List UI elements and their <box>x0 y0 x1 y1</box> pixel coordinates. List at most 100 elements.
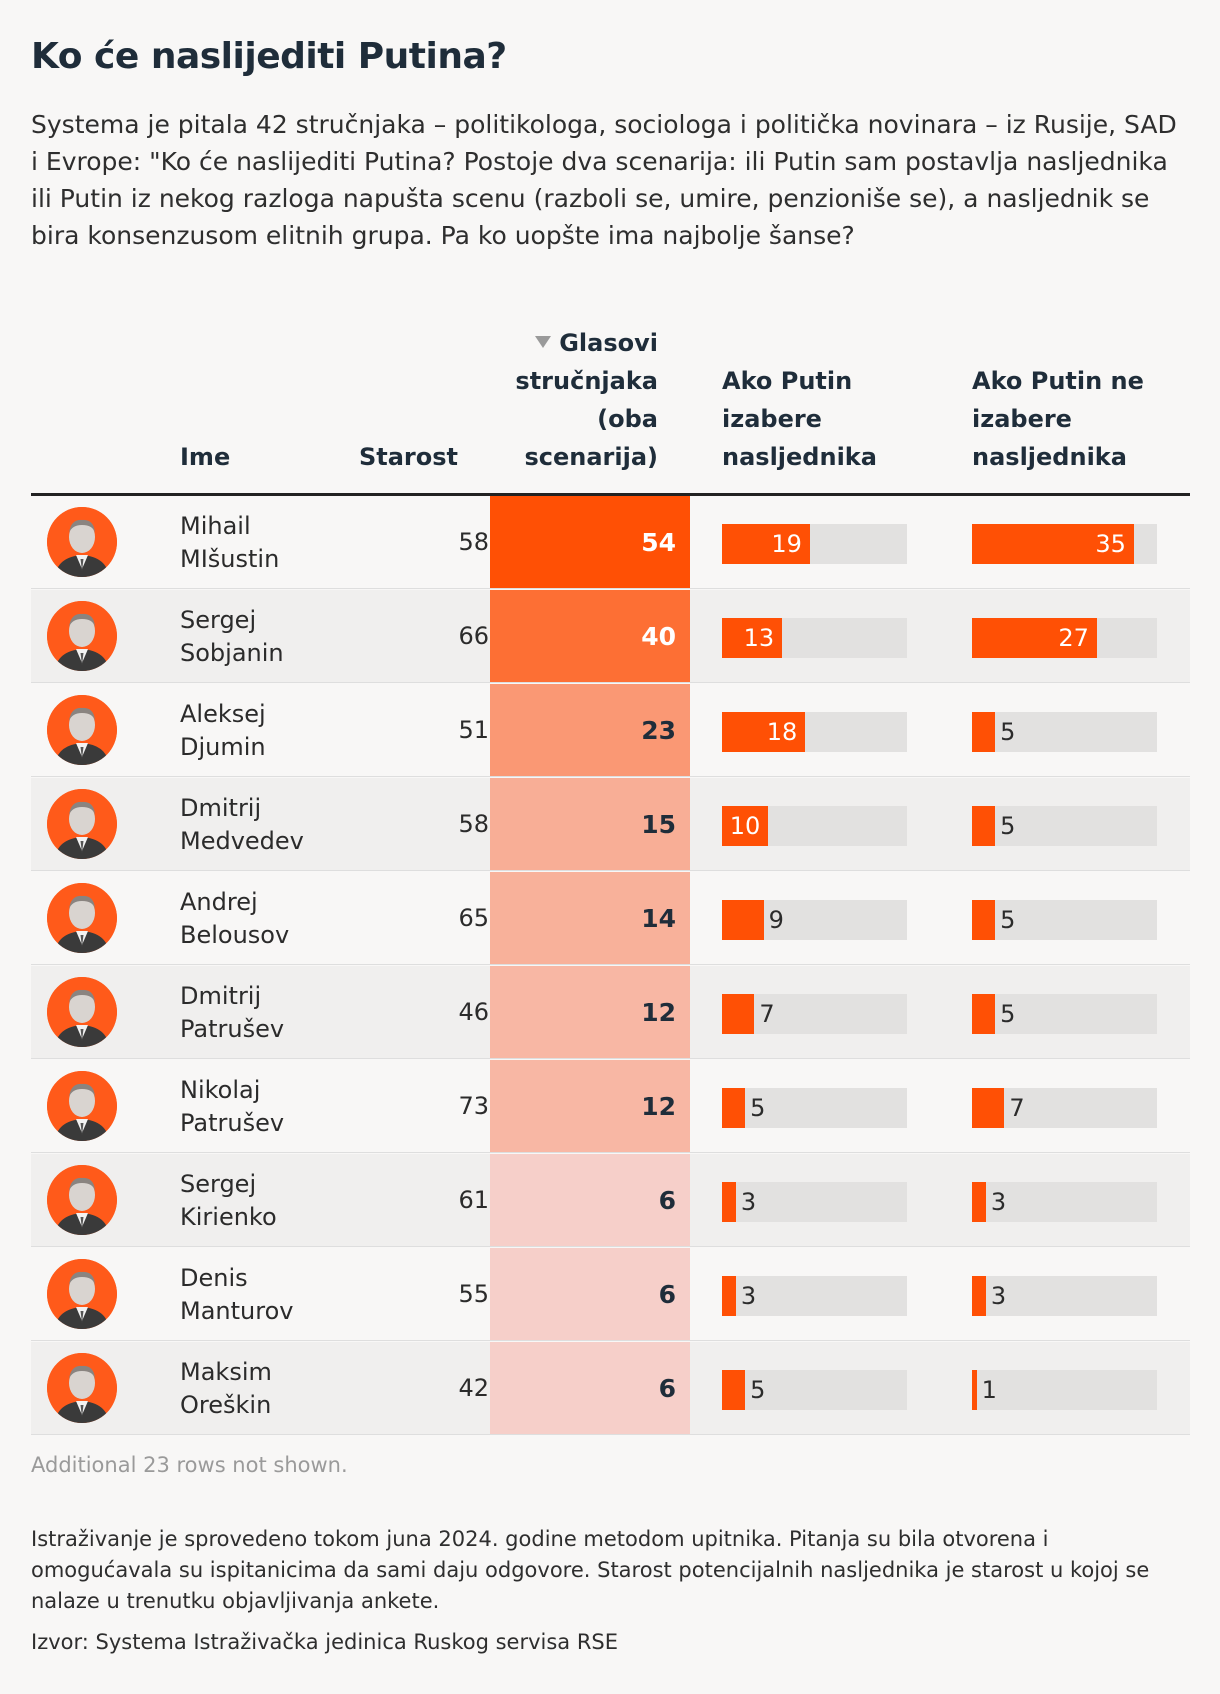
bar-track-s1: 10 <box>722 806 907 846</box>
row-divider <box>31 870 1190 871</box>
bar-s2 <box>972 1276 986 1316</box>
bar-s2 <box>972 524 1134 564</box>
bar-s1 <box>722 712 806 752</box>
candidate-last-name: Patrušev <box>180 1015 285 1043</box>
votes-heat-cell: 12 <box>490 966 690 1059</box>
votes-value: 6 <box>658 1186 676 1215</box>
avatar <box>47 977 117 1047</box>
bar-label-s1: 7 <box>759 1000 775 1028</box>
bar-track-s2: 5 <box>972 900 1157 940</box>
column-header-scenario2[interactable]: Ako Putin ne izabere nasljednika <box>972 367 1144 471</box>
votes-heat-cell: 15 <box>490 778 690 871</box>
bar-track-s2: 1 <box>972 1370 1157 1410</box>
votes-value: 23 <box>641 716 676 745</box>
candidate-first-name: Maksim <box>180 1358 272 1386</box>
bar-track-s1: 19 <box>722 524 907 564</box>
bar-label-s2: 35 <box>1095 530 1126 558</box>
bar-label-s1: 19 <box>771 530 802 558</box>
bar-label-s2: 7 <box>1009 1094 1025 1122</box>
table-row: Sergej Kirienko 61 6 3 3 <box>31 1154 1190 1247</box>
avatar <box>47 507 117 577</box>
portrait-icon <box>47 601 117 671</box>
avatar <box>47 695 117 765</box>
more-rows-note: Additional 23 rows not shown. <box>31 1453 348 1477</box>
candidate-age: 55 <box>458 1280 489 1308</box>
candidate-first-name: Sergej <box>180 1170 257 1198</box>
bar-s1 <box>722 1088 746 1128</box>
votes-heat-cell: 6 <box>490 1154 690 1247</box>
bar-s2 <box>972 712 996 752</box>
bar-s1 <box>722 1370 746 1410</box>
candidate-age: 61 <box>458 1186 489 1214</box>
votes-value: 40 <box>641 622 676 651</box>
bar-label-s2: 5 <box>1000 812 1016 840</box>
column-header-name[interactable]: Ime <box>180 443 231 471</box>
portrait-icon <box>47 695 117 765</box>
bar-track-s2: 3 <box>972 1182 1157 1222</box>
portrait-icon <box>47 1353 117 1423</box>
bar-s1 <box>722 806 769 846</box>
row-divider <box>31 682 1190 683</box>
bar-label-s2: 27 <box>1058 624 1089 652</box>
bar-track-s1: 18 <box>722 712 907 752</box>
portrait-icon <box>47 1165 117 1235</box>
column-header-votes[interactable]: Glasovi stručnjaka (oba scenarija) <box>480 324 658 476</box>
candidate-age: 46 <box>458 998 489 1026</box>
header-rule <box>31 493 1190 496</box>
bar-track-s1: 13 <box>722 618 907 658</box>
candidate-first-name: Andrej <box>180 888 258 916</box>
bar-label-s1: 3 <box>740 1188 757 1216</box>
portrait-icon <box>47 507 117 577</box>
votes-value: 15 <box>641 810 676 839</box>
intro-text: Systema je pitala 42 stručnjaka – politi… <box>31 110 1177 250</box>
column-header-age[interactable]: Starost <box>358 443 458 471</box>
row-divider <box>31 588 1190 589</box>
source-note: Izvor: Systema Istraživačka jedinica Rus… <box>31 1630 619 1654</box>
bar-s2 <box>972 1182 986 1222</box>
candidate-last-name: Belousov <box>180 921 290 949</box>
bar-label-s2: 5 <box>1000 1000 1016 1028</box>
bar-label-s2: 3 <box>990 1188 1007 1216</box>
candidate-name: Aleksej Djumin <box>180 698 360 764</box>
candidate-name: Maksim Oreškin <box>180 1356 360 1422</box>
row-divider <box>31 1152 1190 1153</box>
votes-heat-cell: 12 <box>490 1060 690 1153</box>
bar-track-s1: 3 <box>722 1276 907 1316</box>
portrait-icon <box>47 977 117 1047</box>
sort-descending-icon <box>535 336 552 348</box>
footnote: Istraživanje je sprovedeno tokom juna 20… <box>31 1527 1150 1613</box>
candidate-last-name: Kirienko <box>180 1203 277 1231</box>
avatar <box>47 1353 117 1423</box>
bar-track-s2: 5 <box>972 712 1157 752</box>
portrait-icon <box>47 789 117 859</box>
avatar <box>47 601 117 671</box>
table-row: Mihail MIšustin 58 54 19 35 <box>31 496 1190 589</box>
column-header-scenario1[interactable]: Ako Putin izabere nasljednika <box>722 367 877 471</box>
bar-s2 <box>972 1088 1005 1128</box>
candidate-last-name: Patrušev <box>180 1109 285 1137</box>
bar-label-s2: 5 <box>1000 906 1016 934</box>
table-row: Nikolaj Patrušev 73 12 5 7 <box>31 1060 1190 1153</box>
bar-label-s2: 1 <box>981 1376 997 1404</box>
table-row: Aleksej Djumin 51 23 18 5 <box>31 684 1190 777</box>
row-divider <box>31 964 1190 965</box>
table-row: Dmitrij Medvedev 58 15 10 5 <box>31 778 1190 871</box>
candidate-first-name: Dmitrij <box>180 982 262 1010</box>
avatar <box>47 1165 117 1235</box>
votes-heat-cell: 14 <box>490 872 690 965</box>
table-row: Andrej Belousov 65 14 9 5 <box>31 872 1190 965</box>
bar-s2 <box>972 618 1097 658</box>
bar-label-s1: 5 <box>750 1094 766 1122</box>
votes-heat-cell: 6 <box>490 1342 690 1435</box>
candidate-name: Nikolaj Patrušev <box>180 1074 360 1140</box>
candidate-name: Mihail MIšustin <box>180 510 360 576</box>
portrait-icon <box>47 1259 117 1329</box>
votes-heat-cell: 54 <box>490 496 690 589</box>
portrait-icon <box>47 1071 117 1141</box>
table-row: Dmitrij Patrušev 46 12 7 5 <box>31 966 1190 1059</box>
votes-value: 6 <box>658 1374 676 1403</box>
bar-s1 <box>722 618 783 658</box>
candidate-last-name: Medvedev <box>180 827 304 855</box>
candidate-name: Sergej Sobjanin <box>180 604 360 670</box>
candidate-age: 58 <box>458 528 489 556</box>
